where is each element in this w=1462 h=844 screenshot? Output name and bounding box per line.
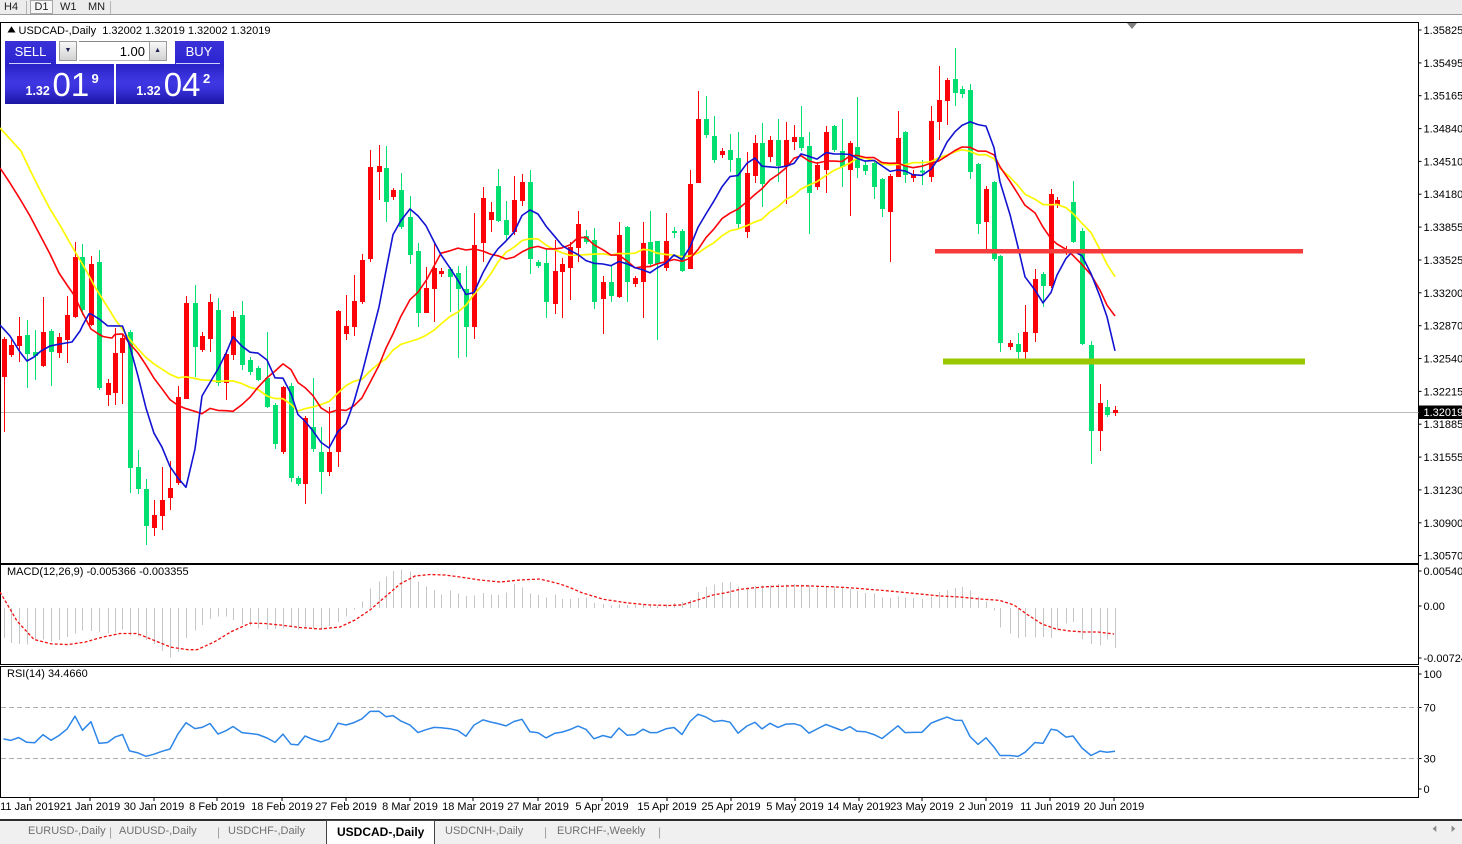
svg-text:1.33855: 1.33855 [1424,222,1462,234]
svg-text:1.34840: 1.34840 [1424,124,1462,136]
svg-text:27 Mar 2019: 27 Mar 2019 [507,801,569,813]
svg-text:8 Feb 2019: 8 Feb 2019 [189,801,245,813]
svg-text:100: 100 [1424,669,1442,681]
svg-text:18 Feb 2019: 18 Feb 2019 [251,801,313,813]
svg-text:0.005402: 0.005402 [1424,566,1462,578]
svg-text:20 Jun 2019: 20 Jun 2019 [1084,801,1145,813]
svg-text:0.00: 0.00 [1424,601,1445,613]
svg-text:1.35825: 1.35825 [1424,25,1462,37]
svg-text:11 Jan 2019: 11 Jan 2019 [0,801,60,813]
svg-text:1.35165: 1.35165 [1424,91,1462,103]
svg-text:1.32870: 1.32870 [1424,321,1462,333]
svg-text:1.33525: 1.33525 [1424,255,1462,267]
svg-text:1.31885: 1.31885 [1424,419,1462,431]
svg-text:1.31555: 1.31555 [1424,452,1462,464]
svg-text:5 May 2019: 5 May 2019 [766,801,823,813]
svg-text:RSI(14) 34.4660: RSI(14) 34.4660 [7,668,88,680]
svg-text:MACD(12,26,9) -0.005366 -0.003: MACD(12,26,9) -0.005366 -0.003355 [7,566,189,578]
svg-text:1.32540: 1.32540 [1424,354,1462,366]
svg-text:15 Apr 2019: 15 Apr 2019 [637,801,696,813]
svg-text:1.33200: 1.33200 [1424,288,1462,300]
svg-text:27 Feb 2019: 27 Feb 2019 [315,801,377,813]
svg-text:70: 70 [1424,703,1436,715]
svg-text:5 Apr 2019: 5 Apr 2019 [575,801,628,813]
svg-text:0: 0 [1424,784,1430,796]
svg-text:1.34180: 1.34180 [1424,189,1462,201]
svg-text:23 May 2019: 23 May 2019 [890,801,954,813]
svg-text:1.32019: 1.32019 [1424,407,1462,419]
svg-text:25 Apr 2019: 25 Apr 2019 [701,801,760,813]
svg-text:11 Jun 2019: 11 Jun 2019 [1020,801,1080,813]
svg-text:USDCAD-,Daily 1.32002 1.32019: USDCAD-,Daily 1.32002 1.32019 1.32002 1.… [19,25,271,37]
svg-text:18 Mar 2019: 18 Mar 2019 [442,801,504,813]
svg-text:30 Jan 2019: 30 Jan 2019 [124,801,185,813]
svg-text:14 May 2019: 14 May 2019 [827,801,891,813]
svg-text:1.31230: 1.31230 [1424,485,1462,497]
svg-text:8 Mar 2019: 8 Mar 2019 [382,801,438,813]
svg-text:1.34510: 1.34510 [1424,156,1462,168]
svg-text:2 Jun 2019: 2 Jun 2019 [959,801,1013,813]
svg-text:-0.007247: -0.007247 [1424,653,1462,665]
svg-text:1.30900: 1.30900 [1424,518,1462,530]
svg-text:1.35495: 1.35495 [1424,58,1462,70]
svg-text:30: 30 [1424,754,1436,766]
svg-text:1.30570: 1.30570 [1424,551,1462,563]
svg-text:1.32215: 1.32215 [1424,386,1462,398]
svg-text:21 Jan 2019: 21 Jan 2019 [60,801,121,813]
